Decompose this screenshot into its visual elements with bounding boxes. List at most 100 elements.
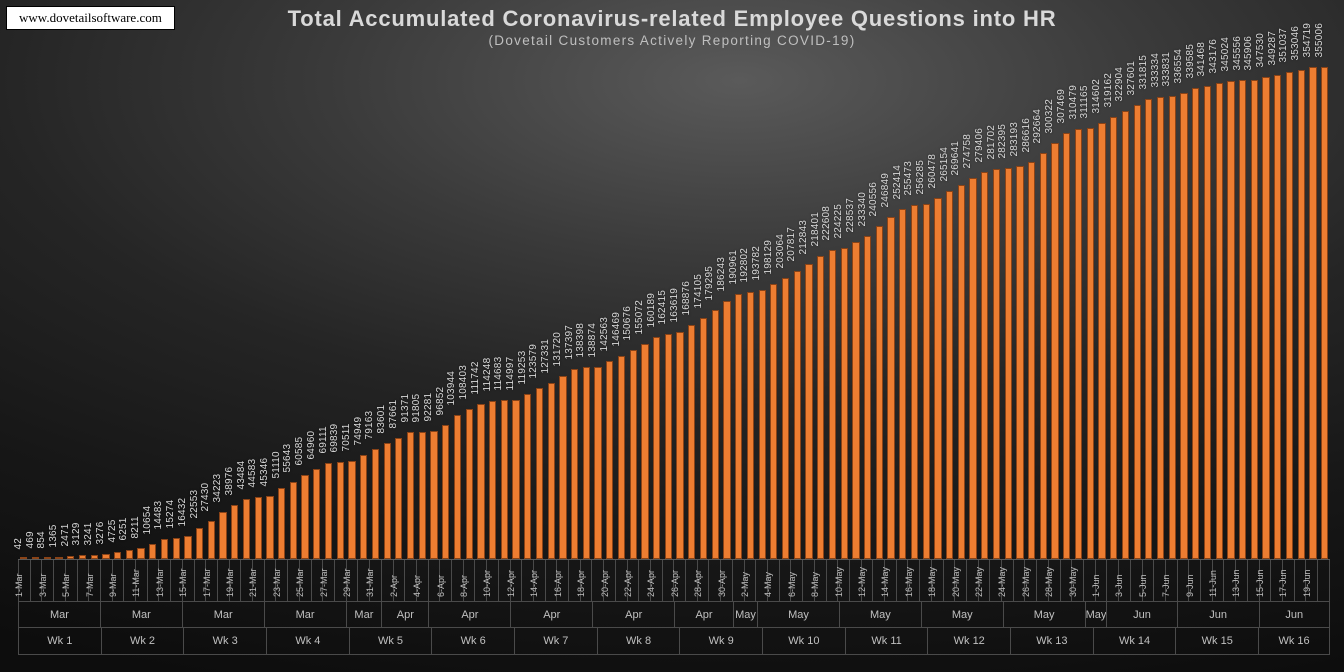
bar-value-label: 269641 [950, 141, 961, 176]
x-axis-week-cell: Wk 7 [514, 628, 597, 655]
bar-value-label: 111742 [470, 362, 481, 395]
x-axis-date-cell: 30-Apr [720, 560, 732, 602]
x-axis-date-cell: 1-Jun [1095, 560, 1107, 602]
x-axis-week-cell: Wk 14 [1093, 628, 1176, 655]
x-axis-date-cell: 15-Jun [1259, 560, 1271, 602]
bar-value-label: 60585 [294, 437, 305, 466]
bar-value-label: 260478 [927, 154, 938, 189]
bar-value-label: 222608 [821, 206, 832, 241]
bar [1169, 96, 1176, 559]
x-axis-week-cell: Wk 12 [927, 628, 1010, 655]
watermark-box: www.dovetailsoftware.com [6, 6, 175, 30]
x-axis-week-cell: Wk 4 [266, 628, 349, 655]
x-axis-date-cell: 16-May [907, 560, 919, 602]
chart-bars: 4246985413652471312932413276472562518211… [18, 60, 1330, 559]
bar-value-label: 92281 [423, 393, 434, 422]
x-axis-date-cell: 2-May [744, 560, 756, 602]
bar-slot: 60585 [299, 60, 311, 559]
bar-slot: 8211 [135, 60, 147, 559]
bar [887, 217, 894, 559]
bar-value-label: 69111 [318, 426, 329, 453]
x-axis-date-label: 22-Apr [623, 570, 633, 597]
bar-slot: 92281 [428, 60, 440, 559]
bar-value-label: 83601 [376, 405, 387, 434]
bar-value-label: 79163 [364, 411, 375, 440]
x-axis-date-label: 16-May [904, 567, 914, 597]
x-axis-date-cell: 4-May [767, 560, 779, 602]
bar [255, 497, 262, 559]
bar-value-label: 212843 [798, 220, 809, 255]
bar [1145, 99, 1152, 559]
bar [489, 401, 496, 559]
bar-value-label: 114997 [505, 356, 516, 390]
bar-slot: 218401 [815, 60, 827, 559]
bar-value-label: 131720 [552, 332, 563, 367]
bar [1098, 123, 1105, 559]
bar [934, 198, 941, 559]
bar-slot: 333831 [1166, 60, 1178, 559]
x-axis-week-cell: Wk 16 [1258, 628, 1330, 655]
bar-slot: 10654 [147, 60, 159, 559]
bar-value-label: 307469 [1056, 89, 1067, 124]
x-axis-week-cell: Wk 9 [679, 628, 762, 655]
bar-slot: 111742 [475, 60, 487, 559]
x-axis-date-cell: 5-Mar [65, 560, 77, 602]
x-axis-date-cell: 26-May [1024, 560, 1036, 602]
x-axis-date-cell: 24-May [1001, 560, 1013, 602]
bar-slot: 131720 [557, 60, 569, 559]
bar [1051, 143, 1058, 559]
bar [1216, 83, 1223, 559]
x-axis-date-label: 27-Mar [319, 568, 329, 597]
x-axis-date-label: 2-May [740, 572, 750, 597]
bar-slot: 51110 [276, 60, 288, 559]
x-axis-date-cell: 19-Mar [229, 560, 241, 602]
x-axis-date-label: 10-Apr [482, 570, 492, 597]
bar [571, 369, 578, 559]
x-axis-date-cell: 1-Mar [18, 560, 30, 602]
bar-value-label: 174105 [693, 274, 704, 309]
x-axis-month-cell: Apr [592, 602, 674, 628]
bar-value-label: 282395 [997, 124, 1008, 159]
bar-slot: 91805 [416, 60, 428, 559]
bar [20, 557, 27, 559]
bar-slot: 103944 [452, 60, 464, 559]
bar-slot: 193782 [756, 60, 768, 559]
bar-slot: 186243 [721, 60, 733, 559]
bar-slot: 87661 [393, 60, 405, 559]
bar [196, 528, 203, 559]
x-axis-month-cell: Mar [100, 602, 182, 628]
x-axis-date-label: 5-Jun [1138, 574, 1148, 597]
bar-value-label: 300322 [1044, 99, 1055, 134]
bar-value-label: 854 [36, 531, 47, 548]
x-axis-date-label: 9-Mar [108, 573, 118, 597]
bar [852, 242, 859, 559]
bar [278, 488, 285, 559]
bar-value-label: 160189 [646, 293, 657, 328]
bar [712, 310, 719, 559]
bar [1016, 166, 1023, 559]
bar-value-label: 43484 [236, 460, 247, 489]
x-axis-week-cell: Wk 13 [1010, 628, 1093, 655]
bar-slot: 55643 [288, 60, 300, 559]
x-axis-date-label: 20-Apr [600, 570, 610, 597]
bar-slot: 336554 [1178, 60, 1190, 559]
bar [606, 361, 613, 559]
x-axis-date-label: 17-Mar [202, 568, 212, 597]
x-axis-date-label: 12-May [857, 567, 867, 597]
bar-slot: 198129 [768, 60, 780, 559]
bar-slot: 123579 [534, 60, 546, 559]
x-axis-date-cell: 18-May [931, 560, 943, 602]
bar-slot: 469 [30, 60, 42, 559]
bar [1262, 77, 1269, 559]
x-axis-date-label: 1-Jun [1091, 574, 1101, 597]
x-axis-date-label: 23-Mar [272, 568, 282, 597]
bar-value-label: 114248 [482, 357, 493, 391]
bar-slot: 192802 [745, 60, 757, 559]
x-axis-month-cell: Jun [1259, 602, 1330, 628]
x-axis-date-cell: 25-Mar [299, 560, 311, 602]
bar-value-label: 192802 [739, 248, 750, 283]
bar [1122, 111, 1129, 559]
bar-slot: 300322 [1049, 60, 1061, 559]
bar [79, 555, 86, 559]
bar-value-label: 16432 [177, 498, 188, 527]
